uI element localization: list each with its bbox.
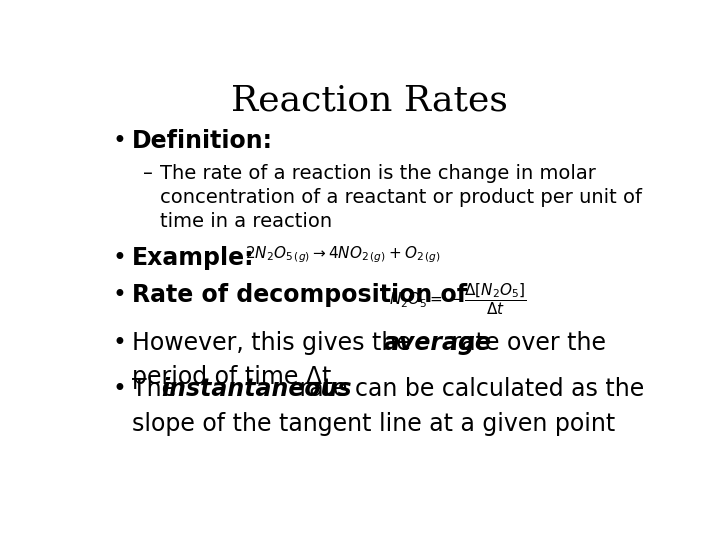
Text: period of time Δt: period of time Δt <box>132 365 331 389</box>
Text: Definition:: Definition: <box>132 129 273 153</box>
Text: •: • <box>112 377 126 401</box>
Text: Reaction Rates: Reaction Rates <box>230 84 508 118</box>
Text: •: • <box>112 246 126 269</box>
Text: Example:: Example: <box>132 246 254 269</box>
Text: –: – <box>143 164 153 183</box>
Text: However, this gives the: However, this gives the <box>132 331 418 355</box>
Text: •: • <box>112 283 126 307</box>
Text: instantaneous: instantaneous <box>161 377 352 401</box>
Text: The rate of a reaction is the change in molar
concentration of a reactant or pro: The rate of a reaction is the change in … <box>160 164 642 231</box>
Text: •: • <box>112 129 126 153</box>
Text: $N_2O_5 = -\dfrac{\Delta[N_2O_5]}{\Delta t}$: $N_2O_5 = -\dfrac{\Delta[N_2O_5]}{\Delta… <box>389 281 526 317</box>
Text: •: • <box>112 331 126 355</box>
Text: The: The <box>132 377 184 401</box>
Text: rate can be calculated as the: rate can be calculated as the <box>292 377 644 401</box>
Text: average: average <box>384 331 492 355</box>
Text: $2N_2O_{5\,(g)} \rightarrow 4NO_{2\,(g)} + O_{2\,(g)}$: $2N_2O_{5\,(g)} \rightarrow 4NO_{2\,(g)}… <box>245 245 441 266</box>
Text: rate over the: rate over the <box>444 331 606 355</box>
Text: Rate of decomposition of: Rate of decomposition of <box>132 283 467 307</box>
Text: slope of the tangent line at a given point: slope of the tangent line at a given poi… <box>132 411 615 436</box>
